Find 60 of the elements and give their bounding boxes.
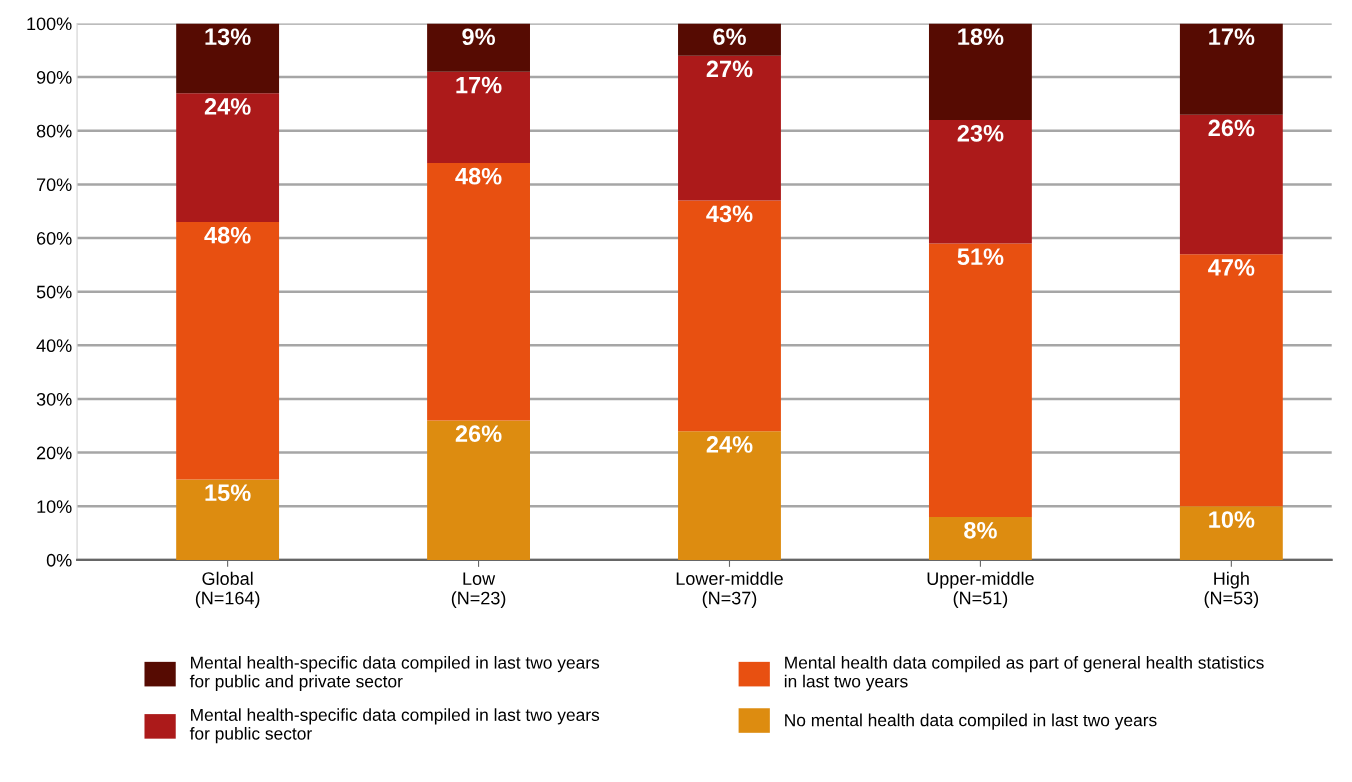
- data-label: 8%: [964, 521, 997, 539]
- bar: [427, 71, 530, 163]
- data-label: 51%: [957, 248, 1004, 266]
- bar: [176, 479, 280, 560]
- bar: [176, 221, 280, 480]
- legend-label: Mental health data compiled as part of general health statistics in last two years: [784, 656, 1264, 691]
- bar: [427, 162, 530, 421]
- data-label: 18%: [958, 28, 1004, 46]
- data-label: 48%: [204, 226, 251, 244]
- bar: [1179, 23, 1283, 115]
- bar: [1179, 506, 1283, 560]
- bar: [427, 23, 530, 72]
- bar: [928, 23, 1032, 121]
- bar: [928, 120, 1032, 244]
- bar: [678, 55, 781, 201]
- data-label: 15%: [205, 484, 251, 502]
- legend-label: No mental health data compiled in last two years: [785, 713, 1157, 730]
- y-tick-label: 100%: [27, 17, 72, 31]
- y-tick-label: 70%: [36, 178, 72, 192]
- x-tick-label: Low (N=23): [451, 572, 506, 608]
- data-label: 48%: [455, 167, 502, 185]
- y-tick-label: 40%: [36, 339, 72, 353]
- data-label: 43%: [706, 205, 753, 223]
- data-label: 26%: [455, 425, 502, 443]
- y-tick-label: 90%: [36, 71, 72, 84]
- data-label: 13%: [205, 28, 251, 46]
- y-tick-label: 20%: [36, 446, 72, 460]
- bar: [176, 93, 280, 222]
- data-label: 24%: [204, 98, 251, 115]
- bar: [678, 431, 781, 560]
- x-tick-label: Lower-middle (N=37): [676, 571, 783, 608]
- y-tick-label: 30%: [36, 392, 72, 406]
- x-tick-label: Global (N=164): [195, 571, 260, 608]
- bar: [678, 200, 781, 432]
- data-label: 23%: [957, 124, 1004, 142]
- x-tick-label: Upper-middle (N=51): [927, 571, 1034, 608]
- legend-label: Mental health-specific data compiled in last two years for public sector: [189, 708, 600, 744]
- y-tick-label: 80%: [36, 124, 72, 138]
- data-label: 9%: [462, 28, 495, 46]
- bar: [427, 420, 530, 560]
- bar: [678, 23, 781, 56]
- data-label: 26%: [1208, 119, 1255, 137]
- data-label: 10%: [1209, 511, 1255, 528]
- y-tick-label: 0%: [46, 553, 72, 567]
- data-label: 24%: [706, 436, 753, 453]
- data-label: 47%: [1208, 259, 1255, 276]
- x-tick-label: High (N=53): [1204, 571, 1259, 608]
- y-tick-label: 50%: [36, 285, 72, 299]
- bar: [928, 243, 1032, 517]
- data-label: 17%: [456, 76, 502, 94]
- bar: [928, 517, 1032, 560]
- y-tick-label: 10%: [37, 500, 72, 513]
- bar: [1179, 254, 1283, 507]
- data-label: 17%: [1209, 28, 1255, 46]
- data-label: 27%: [706, 60, 753, 78]
- bar: [1179, 114, 1283, 255]
- bar: [176, 23, 280, 94]
- y-tick-label: 60%: [36, 231, 72, 245]
- data-label: 6%: [713, 28, 746, 46]
- legend-label: Mental health-specific data compiled in last two years for public and private sector: [189, 656, 600, 691]
